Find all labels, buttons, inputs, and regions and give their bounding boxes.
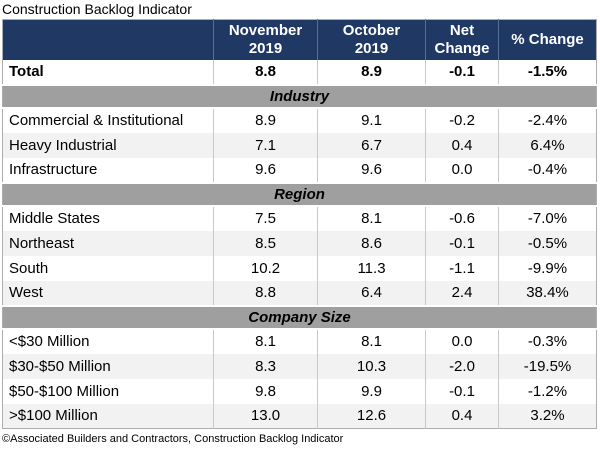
- value-cell: -0.2: [425, 107, 499, 133]
- value-cell: 0.4: [425, 403, 499, 429]
- value-cell: 2.4: [425, 280, 499, 306]
- value-cell: -2.0: [425, 353, 499, 379]
- column-header: % Change: [498, 19, 597, 60]
- table-row: Commercial & Institutional 8.9 9.1 -0.2 -2.4…: [2, 107, 597, 133]
- value-cell: 8.1: [213, 328, 318, 354]
- value-cell: 8.1: [317, 205, 426, 231]
- value-cell: -2.4%: [498, 107, 597, 133]
- source-attribution: ©Associated Builders and Contractors, Co…: [2, 433, 344, 445]
- value-cell: 8.3: [213, 353, 318, 379]
- value-cell: 10.3: [317, 353, 426, 379]
- value-cell: 12.6: [317, 403, 426, 429]
- table-row: >$100 Million 13.0 12.6 0.4 3.2%: [2, 403, 597, 429]
- table-row: South 10.2 11.3 -1.1 -9.9%: [2, 255, 597, 281]
- value-cell: -0.1: [425, 230, 499, 256]
- value-cell: 8.8: [213, 280, 318, 306]
- value-cell: 11.3: [317, 255, 426, 281]
- value-cell: 0.0: [425, 157, 499, 183]
- column-header-row: November 2019 October 2019 Net Change% Cha…: [2, 19, 597, 60]
- value-cell: 0.4: [425, 132, 499, 158]
- table-row: Total 8.8 8.9 -0.1 -1.5%: [2, 59, 597, 85]
- value-cell: 9.6: [213, 157, 318, 183]
- column-header: November 2019: [213, 19, 318, 60]
- backlog-table: November 2019 October 2019 Net Change% Cha…: [2, 19, 597, 429]
- row-label: Total: [2, 59, 214, 85]
- value-cell: 9.6: [317, 157, 426, 183]
- table-row: West 8.8 6.4 2.4 38.4%: [2, 280, 597, 306]
- row-label: $30-$50 Million: [2, 353, 214, 379]
- value-cell: 7.5: [213, 205, 318, 231]
- value-cell: 38.4%: [498, 280, 597, 306]
- section-header: Industry: [2, 83, 597, 109]
- row-label: Middle States: [2, 205, 214, 231]
- page-title: Construction Backlog Indicator: [2, 1, 192, 17]
- table-row: $50-$100 Million 9.8 9.9 -0.1 -1.2%: [2, 378, 597, 404]
- row-label: Northeast: [2, 230, 214, 256]
- value-cell: 8.5: [213, 230, 318, 256]
- row-label: Heavy Industrial: [2, 132, 214, 158]
- table-body: Total 8.8 8.9 -0.1 -1.5% Industry Commercial &…: [2, 59, 597, 429]
- row-label: Commercial & Institutional: [2, 107, 214, 133]
- value-cell: -0.1: [425, 59, 499, 85]
- section-header-row: Company Size: [2, 304, 597, 330]
- value-cell: 0.0: [425, 328, 499, 354]
- value-cell: 8.9: [213, 107, 318, 133]
- value-cell: 8.9: [317, 59, 426, 85]
- value-cell: -9.9%: [498, 255, 597, 281]
- value-cell: -1.1: [425, 255, 499, 281]
- value-cell: 9.8: [213, 378, 318, 404]
- value-cell: 8.1: [317, 328, 426, 354]
- value-cell: 6.7: [317, 132, 426, 158]
- row-label: South: [2, 255, 214, 281]
- value-cell: 6.4%: [498, 132, 597, 158]
- section-header: Region: [2, 181, 597, 207]
- value-cell: 10.2: [213, 255, 318, 281]
- value-cell: -0.6: [425, 205, 499, 231]
- value-cell: 13.0: [213, 403, 318, 429]
- value-cell: 8.6: [317, 230, 426, 256]
- table-row: $30-$50 Million 8.3 10.3 -2.0 -19.5%: [2, 353, 597, 379]
- value-cell: -7.0%: [498, 205, 597, 231]
- column-header: October 2019: [317, 19, 426, 60]
- value-cell: -19.5%: [498, 353, 597, 379]
- row-label: <$30 Million: [2, 328, 214, 354]
- row-label: $50-$100 Million: [2, 378, 214, 404]
- value-cell: 9.9: [317, 378, 426, 404]
- value-cell: -0.1: [425, 378, 499, 404]
- value-cell: 7.1: [213, 132, 318, 158]
- value-cell: 8.8: [213, 59, 318, 85]
- table-row: Heavy Industrial 7.1 6.7 0.4 6.4%: [2, 132, 597, 158]
- table-row: Infrastructure 9.6 9.6 0.0 -0.4%: [2, 157, 597, 183]
- value-cell: -1.5%: [498, 59, 597, 85]
- row-label: West: [2, 280, 214, 306]
- row-label-column-header: [2, 19, 214, 60]
- section-header-row: Industry: [2, 83, 597, 109]
- section-header-row: Region: [2, 181, 597, 207]
- table-row: Middle States 7.5 8.1 -0.6 -7.0%: [2, 205, 597, 231]
- value-cell: -0.3%: [498, 328, 597, 354]
- value-cell: -0.5%: [498, 230, 597, 256]
- table-row: Northeast 8.5 8.6 -0.1 -0.5%: [2, 230, 597, 256]
- column-header: Net Change: [425, 19, 499, 60]
- value-cell: -0.4%: [498, 157, 597, 183]
- row-label: >$100 Million: [2, 403, 214, 429]
- section-header: Company Size: [2, 304, 597, 330]
- value-cell: -1.2%: [498, 378, 597, 404]
- table-row: <$30 Million 8.1 8.1 0.0 -0.3%: [2, 328, 597, 354]
- value-cell: 6.4: [317, 280, 426, 306]
- value-cell: 3.2%: [498, 403, 597, 429]
- value-cell: 9.1: [317, 107, 426, 133]
- row-label: Infrastructure: [2, 157, 214, 183]
